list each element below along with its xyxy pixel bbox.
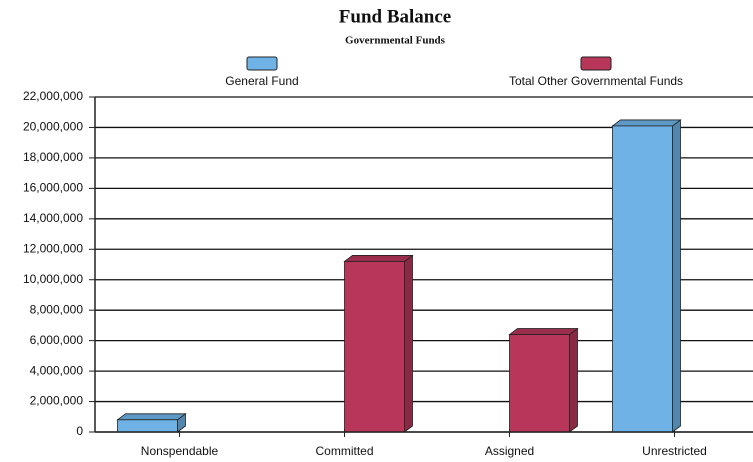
y-tick-label: 12,000,000 <box>23 241 83 255</box>
bar-side <box>672 119 681 433</box>
bar-top <box>343 255 414 262</box>
chart-title: Fund Balance <box>339 6 451 27</box>
bar-side <box>569 327 578 433</box>
y-tick-label: 6,000,000 <box>30 333 84 347</box>
y-tick-label: 10,000,000 <box>23 272 83 286</box>
y-tick-label: 0 <box>76 424 83 438</box>
y-tick-label: 2,000,000 <box>30 394 84 408</box>
bar-top <box>611 119 682 127</box>
y-tick-label: 14,000,000 <box>23 211 83 225</box>
bar-top <box>508 328 579 335</box>
legend-label: General Fund <box>225 74 298 88</box>
legend-swatch <box>246 56 278 71</box>
y-tick-label: 22,000,000 <box>23 89 83 103</box>
x-tick-label: Unrestricted <box>642 444 707 458</box>
y-tick-label: 16,000,000 <box>23 181 83 195</box>
y-tick-label: 4,000,000 <box>30 363 84 377</box>
bar-top <box>116 413 187 421</box>
legend-label: Total Other Governmental Funds <box>509 74 683 88</box>
bar-side <box>404 254 413 433</box>
bar <box>612 125 673 433</box>
x-tick-label: Nonspendable <box>141 444 219 458</box>
y-tick-label: 20,000,000 <box>23 120 83 134</box>
x-tick-label: Committed <box>315 444 373 458</box>
y-tick-label: 18,000,000 <box>23 150 83 164</box>
x-tick-label: Assigned <box>485 444 534 458</box>
y-tick-label: 8,000,000 <box>30 302 84 316</box>
bar <box>117 419 178 433</box>
chart-subtitle: Governmental Funds <box>345 35 446 47</box>
bar <box>344 261 405 433</box>
bar <box>509 334 570 433</box>
legend-swatch <box>580 56 612 71</box>
